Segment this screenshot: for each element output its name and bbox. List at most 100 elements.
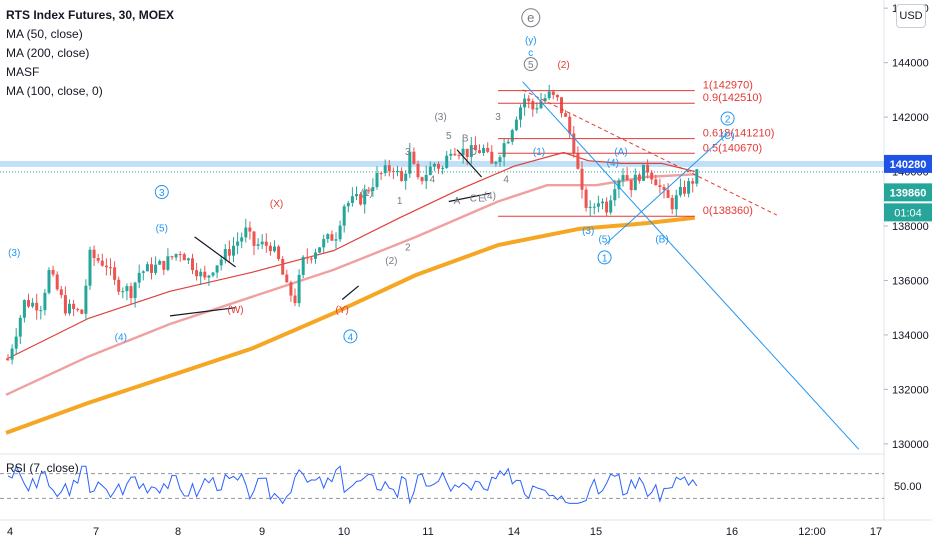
candle-body [490,151,494,164]
candle-body [35,302,39,311]
candle-body [289,282,293,296]
candle-body [371,187,375,191]
wave-label: 3 [159,188,165,199]
wave-label: (5) [156,223,168,234]
currency-button[interactable]: USD [896,4,926,28]
candle-body [658,185,662,188]
candle-body [301,256,305,275]
candle-body [215,265,219,273]
ma50-line [5,151,695,360]
indicator-ma100[interactable]: MA (100, close, 0) [6,84,103,98]
candle-body [420,177,424,182]
symbol-title[interactable]: RTS Index Futures, 30, MOEX [6,8,175,22]
candle-body [268,245,272,252]
candle-body [383,165,387,174]
candle-body [72,303,76,310]
candle-body [293,295,297,304]
wave-label: (1) [361,188,373,199]
candle-body [543,98,547,102]
candle-body [27,300,30,307]
candle-body [539,101,543,109]
candle-body [305,256,309,259]
candle-body [412,151,416,164]
wave-label: (2) [557,60,569,71]
wave-label: (2) [385,256,397,267]
wave-label: A [454,196,461,207]
candle-body [519,107,522,120]
candle-body [367,190,371,192]
resistance-price-badge [884,154,932,173]
candle-body [629,179,633,191]
candle-body [117,279,121,292]
candle-body [621,175,625,181]
x-tick-label: 4 [7,526,13,538]
candle-body [691,181,695,184]
candle-body [646,164,650,173]
candle-body [363,190,367,205]
candle-body [674,195,678,210]
candle-body [391,171,395,173]
candle-body [502,143,506,158]
candle-body [10,348,14,360]
candle-body [76,309,80,311]
wave-circle [343,329,358,344]
candle-body [219,259,223,266]
wave-label: 4 [348,332,354,343]
candle-body [170,256,174,258]
candle-body [252,231,256,246]
candle-body [498,157,502,163]
wave-label: (Y) [336,305,349,316]
countdown-label: 01:04 [894,207,922,219]
candle-body [605,201,609,213]
y-tick-label: 130000 [892,439,929,451]
candle-body [223,249,227,260]
candle-body [506,141,510,144]
indicator-masf[interactable]: MASF [6,65,40,79]
x-tick-label: 14 [508,526,520,538]
candle-body [408,151,412,174]
indicator-ma50[interactable]: MA (50, close) [6,27,83,41]
wave-labels: e(y)c5 (2)(3)3(5)(4)(X)(W) (Y)4(2)(1)1234(… [8,8,735,344]
candle-body [88,249,92,286]
candle-body [453,153,457,156]
candle-body [178,254,182,256]
candle-body [346,202,350,207]
candle-body [584,189,588,208]
candle-body [6,359,10,361]
price-badges: 140280 139860 01:04 [884,154,932,222]
candle-body [359,194,363,205]
candle-body [318,247,322,253]
wave-label: D [470,147,477,158]
y-tick-label: 138000 [892,221,929,233]
wave-label: (1) [533,147,545,158]
candle-body [654,179,658,186]
candle-body [666,189,670,198]
rsi-pane: 50.00 [0,464,922,505]
candle-body [404,173,408,181]
y-tick-label: 144000 [892,58,929,70]
indicator-ma200[interactable]: MA (200, close) [6,46,90,60]
candle-body [547,91,551,99]
candle-body [133,282,137,299]
candle-body [154,264,158,273]
candle-body [322,239,326,248]
candle-body [121,291,125,293]
candle-body [637,174,641,181]
candle-body [47,269,51,293]
candle-body [695,169,699,184]
wave-label: (W) [228,305,244,316]
last-price-badge [884,183,932,202]
candle-body [350,196,354,203]
candle-body [457,155,461,157]
pattern-line [169,307,236,317]
wave-label: 4 [430,174,436,185]
wave-label: (3) [582,226,594,237]
candle-body [432,163,436,167]
rsi-legend[interactable]: RSI (7, close) [6,461,79,475]
x-tick-label: 11 [422,526,433,538]
wave-label: (4) [607,158,619,169]
wave-label: 2 [725,115,731,126]
wave-label: (C) [721,131,735,142]
